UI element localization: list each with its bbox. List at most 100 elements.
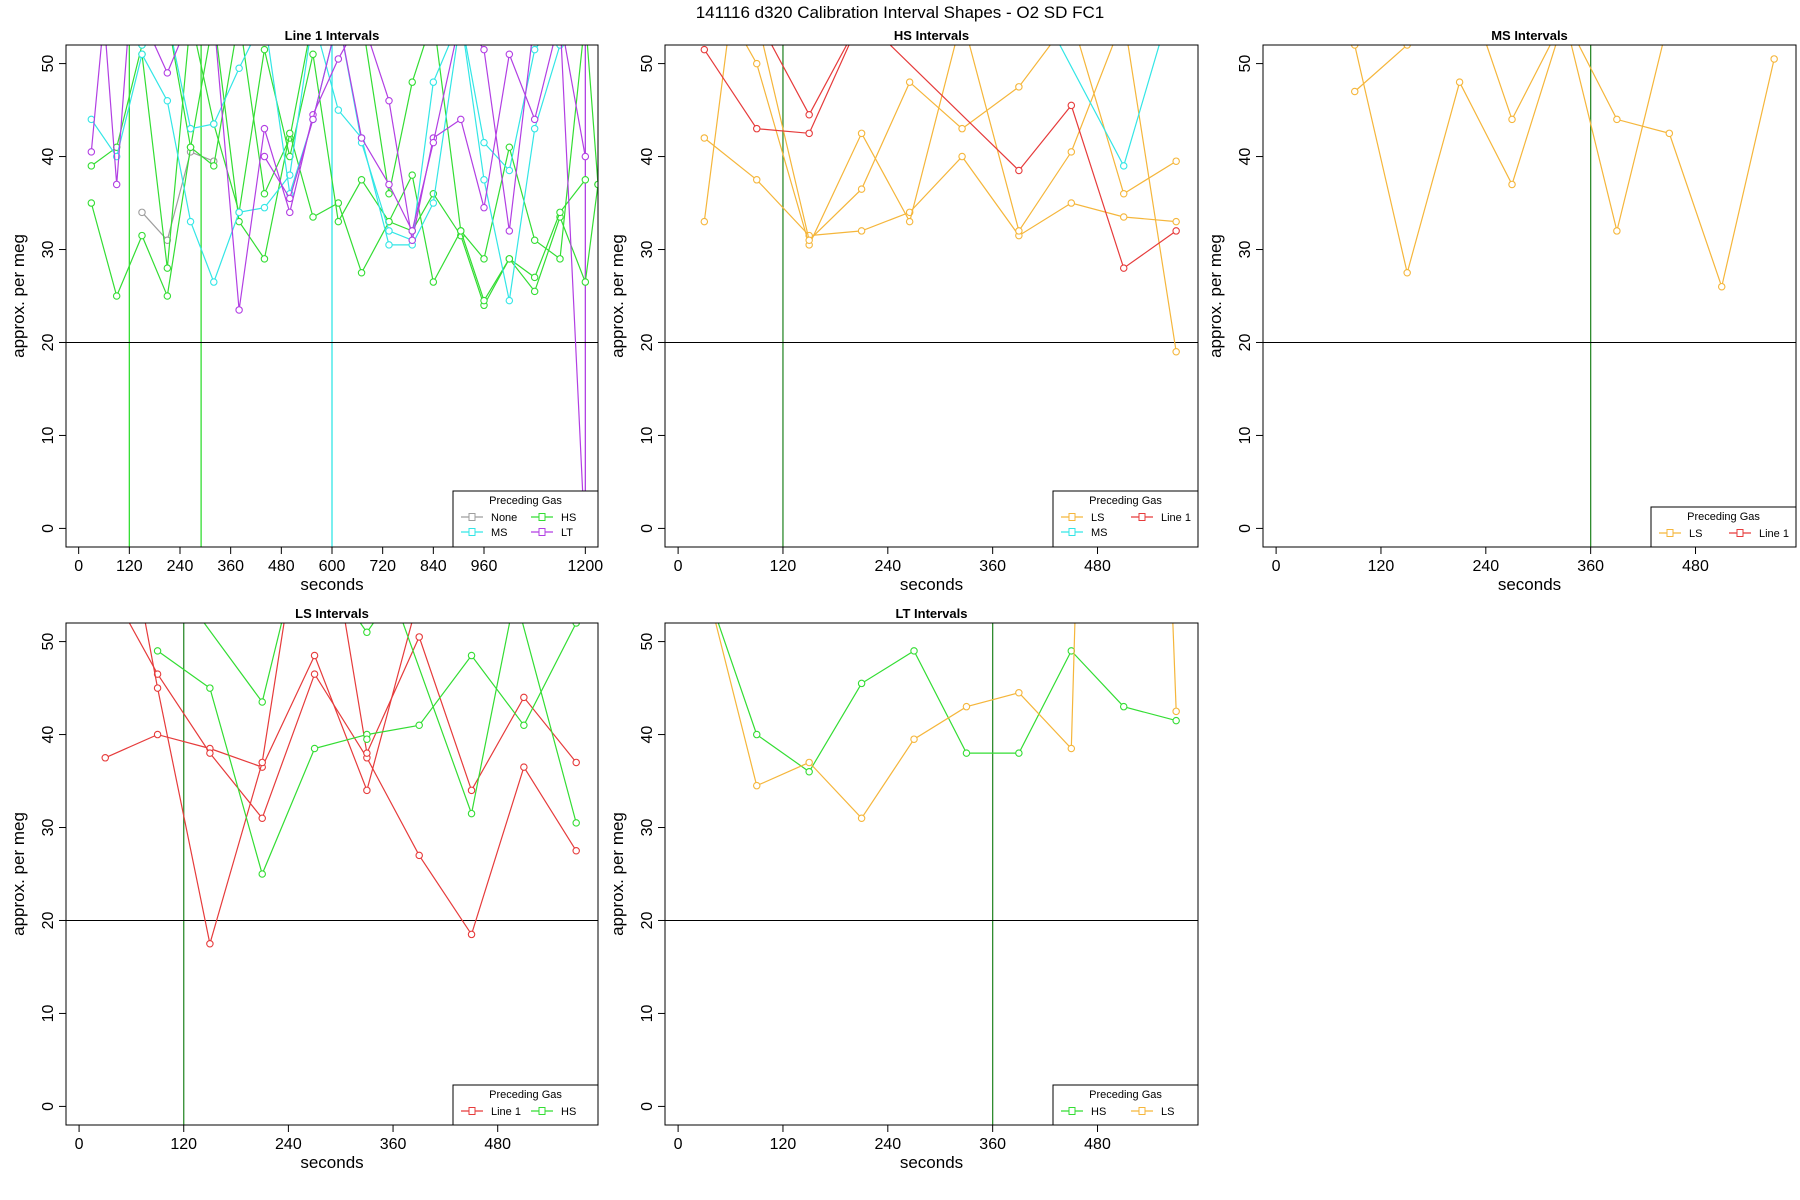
x-tick-label: 240 bbox=[167, 558, 194, 575]
data-point bbox=[357, 134, 366, 142]
legend-symbol bbox=[1666, 529, 1674, 537]
data-point bbox=[258, 758, 266, 767]
data-point bbox=[429, 138, 438, 147]
data-point bbox=[153, 730, 162, 739]
data-point bbox=[260, 189, 269, 198]
data-point bbox=[857, 185, 866, 193]
data-point bbox=[805, 110, 813, 119]
data-point bbox=[429, 278, 438, 286]
legend-title: Preceding Gas bbox=[1687, 511, 1760, 523]
legend-label: LS bbox=[1161, 1106, 1174, 1118]
data-point bbox=[805, 129, 813, 138]
data-point bbox=[752, 59, 761, 68]
data-point bbox=[363, 628, 371, 637]
y-tick-label: 20 bbox=[40, 911, 57, 929]
data-point bbox=[408, 171, 416, 179]
series-ms bbox=[1059, 45, 1160, 170]
data-point bbox=[1067, 199, 1076, 207]
data-point bbox=[334, 55, 343, 63]
x-tick-label: 120 bbox=[770, 558, 797, 575]
series-line bbox=[762, 45, 1177, 242]
data-point bbox=[112, 292, 121, 300]
y-tick-label: 40 bbox=[1237, 148, 1254, 166]
plot-area bbox=[66, 623, 598, 1125]
data-point bbox=[260, 152, 269, 161]
series-line-1 bbox=[128, 623, 580, 939]
data-point bbox=[1717, 282, 1726, 291]
data-point bbox=[805, 767, 813, 776]
data-point bbox=[700, 217, 709, 226]
data-point bbox=[752, 124, 761, 133]
data-point bbox=[260, 45, 269, 54]
data-point bbox=[572, 758, 580, 767]
data-point bbox=[530, 115, 539, 124]
legend-label: MS bbox=[1091, 527, 1108, 539]
data-point bbox=[101, 754, 109, 762]
legend-entry-ms: MS bbox=[1061, 527, 1108, 539]
legend-symbol bbox=[1138, 513, 1146, 521]
x-tick-label: 120 bbox=[1368, 558, 1395, 575]
x-tick-label: 240 bbox=[1472, 558, 1499, 575]
data-point bbox=[138, 208, 146, 217]
data-point bbox=[505, 50, 514, 59]
y-tick-label: 0 bbox=[40, 524, 57, 533]
data-point bbox=[258, 698, 266, 706]
data-point bbox=[1172, 716, 1180, 725]
panel-line-1-intervals: Line 1 Intervals 0 10 20 30 40 50 0 120 240 360 480… bbox=[9, 28, 603, 594]
panel-title: MS Intervals bbox=[1491, 28, 1568, 43]
series-hs bbox=[363, 735, 371, 743]
data-point bbox=[334, 217, 343, 226]
data-point bbox=[415, 851, 423, 860]
series-line bbox=[771, 45, 848, 116]
legend: Preceding Gas LS Line 1 MS bbox=[1052, 490, 1199, 548]
y-tick-label: 0 bbox=[40, 1102, 57, 1111]
figure-title: 141116 d320 Calibration Interval Shapes … bbox=[696, 3, 1105, 22]
series-ls bbox=[700, 134, 1180, 240]
data-point bbox=[905, 78, 914, 86]
y-tick-label: 30 bbox=[639, 241, 656, 259]
y-tick-label: 10 bbox=[40, 426, 57, 444]
data-point bbox=[334, 106, 343, 114]
legend-symbol bbox=[538, 528, 546, 536]
data-point bbox=[520, 763, 528, 771]
data-point bbox=[805, 236, 813, 244]
series-hs bbox=[203, 623, 580, 827]
x-tick-label: 360 bbox=[217, 558, 244, 575]
x-tick-label: 0 bbox=[75, 1136, 84, 1153]
data-point bbox=[1015, 227, 1023, 235]
data-point bbox=[962, 749, 971, 757]
data-point bbox=[385, 180, 393, 189]
data-point bbox=[530, 236, 539, 244]
data-point bbox=[805, 758, 813, 767]
data-point bbox=[415, 633, 423, 641]
y-tick-label: 30 bbox=[40, 241, 57, 259]
data-point bbox=[357, 269, 366, 277]
data-point bbox=[258, 814, 266, 822]
data-point bbox=[530, 45, 539, 54]
x-tick-label: 240 bbox=[874, 1136, 901, 1153]
data-point bbox=[235, 306, 243, 314]
y-tick-label: 20 bbox=[1237, 333, 1254, 351]
data-point bbox=[429, 78, 438, 86]
x-tick-label: 0 bbox=[74, 558, 83, 575]
data-point bbox=[520, 721, 528, 730]
x-tick-label: 720 bbox=[369, 558, 396, 575]
y-tick-label: 10 bbox=[639, 1004, 656, 1022]
data-point bbox=[530, 273, 539, 282]
data-point bbox=[1350, 87, 1359, 96]
series-hs bbox=[717, 623, 1180, 776]
data-point bbox=[1119, 264, 1128, 272]
data-point bbox=[857, 679, 866, 688]
data-point bbox=[1067, 101, 1076, 110]
data-point bbox=[457, 115, 465, 124]
data-point bbox=[1613, 227, 1621, 235]
data-point bbox=[357, 176, 366, 184]
panel-title: LT Intervals bbox=[895, 606, 967, 621]
panels: Line 1 Intervals 0 10 20 30 40 50 0 120 240 360 480… bbox=[9, 28, 1797, 1172]
panel-lt-intervals: LT Intervals 0 10 20 30 40 50 0 120 240 360 480 seco… bbox=[608, 606, 1199, 1172]
data-point bbox=[467, 786, 476, 795]
data-point bbox=[530, 287, 539, 296]
x-tick-label: 120 bbox=[770, 1136, 797, 1153]
data-point bbox=[210, 278, 218, 286]
data-point bbox=[260, 124, 269, 133]
